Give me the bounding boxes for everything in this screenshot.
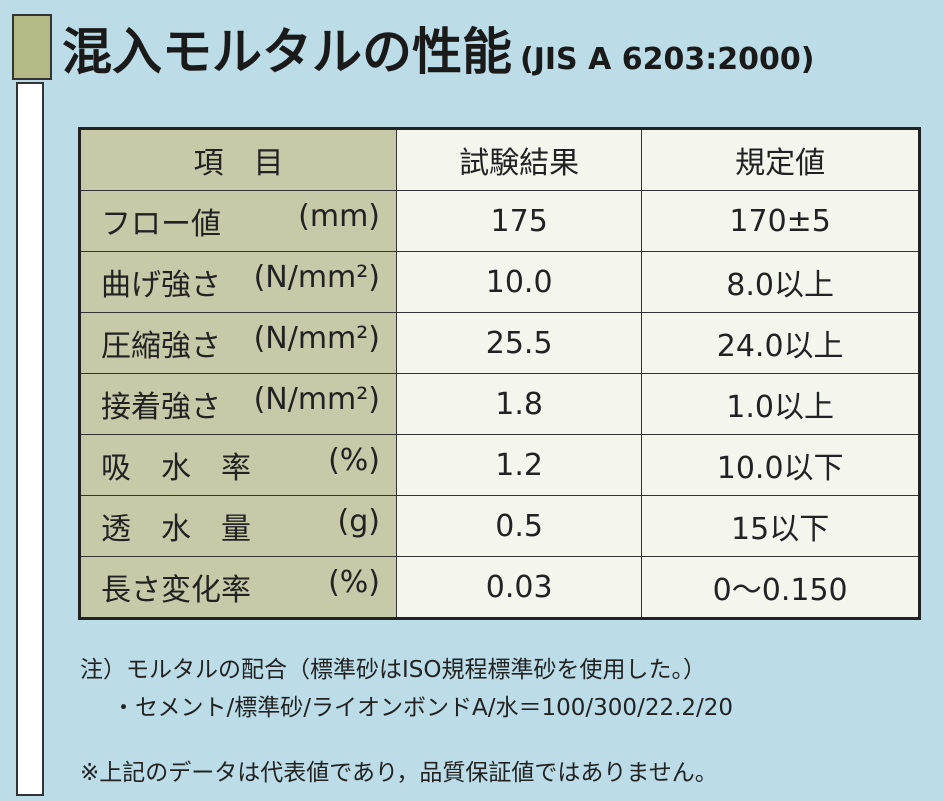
title-text: 混入モルタルの性能 <box>62 23 512 81</box>
row: 透 水 量 (g) 0.5 15以下 <box>79 495 920 557</box>
column-header: 規定値 <box>641 128 920 191</box>
header-row: 項 目試験結果 規定値 <box>79 128 920 191</box>
item: 曲げ強さ <box>101 268 221 303</box>
row-label-cell: 曲げ強さ (N/mm²) <box>79 251 397 313</box>
unit: (mm) <box>298 199 380 234</box>
row-label-cell: 圧縮強さ (N/mm²) <box>79 312 397 374</box>
result: 10.0 <box>395 251 643 313</box>
spec: 24.0以上 <box>641 312 920 374</box>
unit: (N/mm²) <box>253 321 380 356</box>
spec-table: 項 目試験結果 規定値フロー値 (mm) 175 170±5 曲げ強さ (N/mm²) 10.… <box>78 127 921 620</box>
unit: (%) <box>328 565 380 600</box>
item: 透 水 量 <box>101 512 251 547</box>
row: 吸 水 率 (%) 1.2 10.0以下 <box>79 434 920 496</box>
title: 混入モルタルの性能 (JIS A 6203:2000) <box>62 12 814 84</box>
unit: (N/mm²) <box>253 382 380 417</box>
item: 接着強さ <box>101 390 221 425</box>
row-label-cell: 吸 水 率 (%) <box>79 434 397 496</box>
item: 圧縮強さ <box>101 329 221 364</box>
row-label-cell: フロー値 (mm) <box>79 190 397 252</box>
result: 0.03 <box>395 556 643 619</box>
row-label: 透 水 量 (g) <box>81 504 396 548</box>
result: 1.2 <box>395 434 643 496</box>
row-label-cell: 接着強さ (N/mm²) <box>79 373 397 435</box>
title-marker <box>12 14 52 80</box>
item: 長さ変化率 <box>101 573 251 608</box>
unit: (%) <box>328 443 380 478</box>
spec: 1.0以上 <box>641 373 920 435</box>
row-label: 曲げ強さ (N/mm²) <box>81 260 396 304</box>
row: フロー値 (mm) 175 170±5 <box>79 190 920 252</box>
column-header: 項 目 <box>79 128 397 191</box>
row-label: 圧縮強さ (N/mm²) <box>81 321 396 365</box>
spec: 15以下 <box>641 495 920 557</box>
item: 吸 水 率 <box>101 451 251 486</box>
row-label-cell: 透 水 量 (g) <box>79 495 397 557</box>
row-label: 吸 水 率 (%) <box>81 443 396 487</box>
result: 1.8 <box>395 373 643 435</box>
result: 25.5 <box>395 312 643 374</box>
row-label-cell: 長さ変化率 (%) <box>79 556 397 619</box>
note: ・セメント/標準砂/ライオンボンドA/水＝100/300/22.2/20 <box>112 695 734 721</box>
unit: (g) <box>337 504 380 539</box>
spec: 0～0.150 <box>641 556 920 619</box>
row-label: 長さ変化率 (%) <box>81 565 396 609</box>
row-label: 接着強さ (N/mm²) <box>81 382 396 426</box>
item: フロー値 <box>101 207 221 242</box>
note: ※上記のデータは代表値であり，品質保証値ではありません。 <box>80 760 718 786</box>
spec: 10.0以下 <box>641 434 920 496</box>
result: 0.5 <box>395 495 643 557</box>
row-label: フロー値 (mm) <box>81 199 396 243</box>
standard: (JIS A 6203:2000) <box>520 42 815 77</box>
spec: 8.0以上 <box>641 251 920 313</box>
row: 圧縮強さ (N/mm²) 25.5 24.0以上 <box>79 312 920 374</box>
column-header: 試験結果 <box>395 128 643 191</box>
unit: (N/mm²) <box>253 260 380 295</box>
note: 注）モルタルの配合（標準砂はISO規程標準砂を使用した。） <box>80 657 706 683</box>
side-bar <box>16 82 44 796</box>
row: 長さ変化率 (%) 0.03 0～0.150 <box>79 556 920 619</box>
row: 曲げ強さ (N/mm²) 10.0 8.0以上 <box>79 251 920 313</box>
spec: 170±5 <box>641 190 920 252</box>
result: 175 <box>395 190 643 252</box>
row: 接着強さ (N/mm²) 1.8 1.0以上 <box>79 373 920 435</box>
